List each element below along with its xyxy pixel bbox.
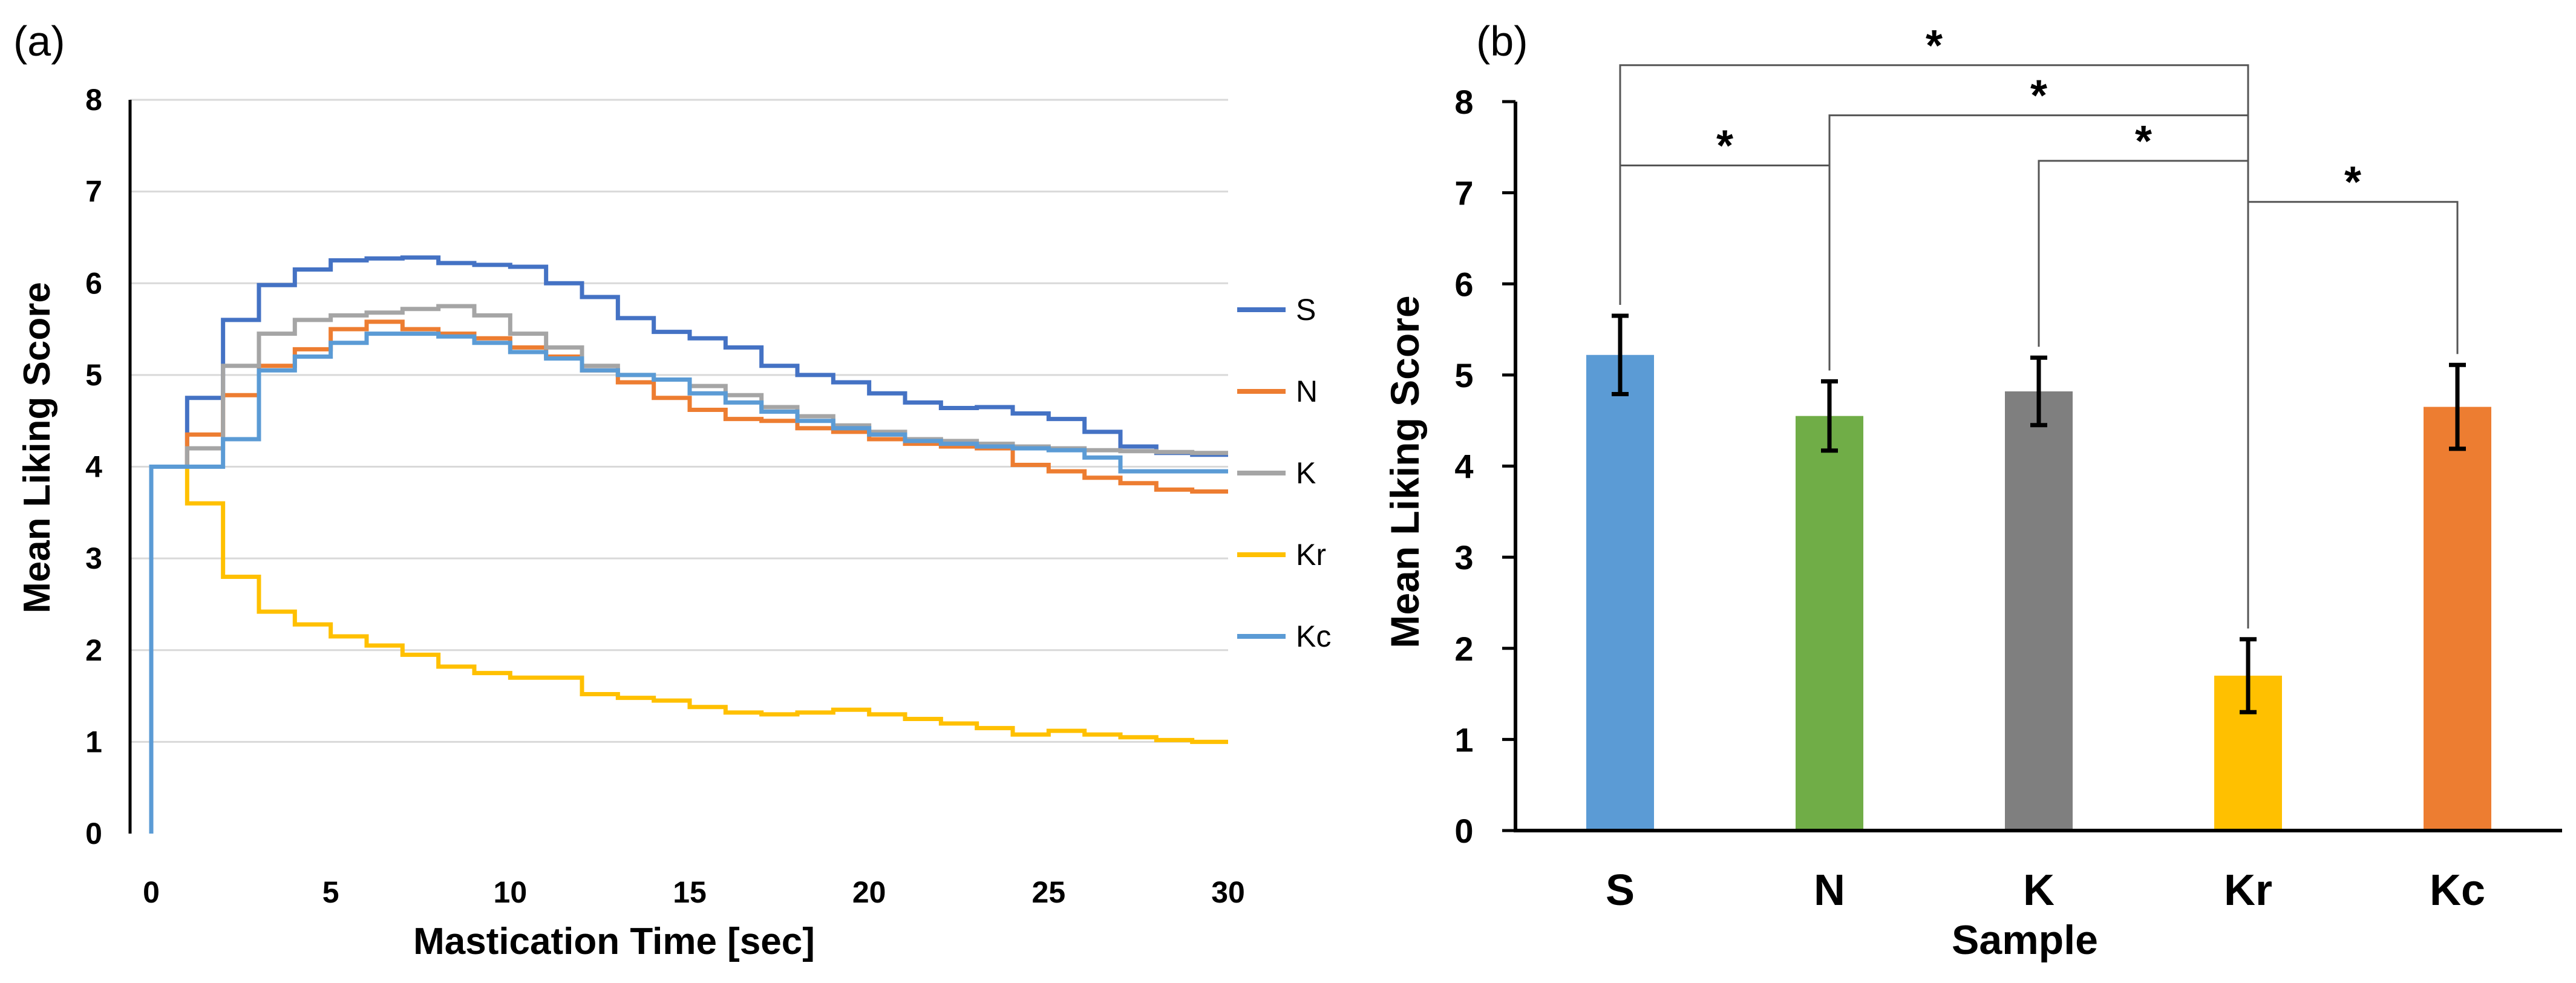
series-line-s [149,255,1228,834]
legend-label-kr: Kr [1296,538,1326,572]
y-tick-label: 1 [85,725,102,759]
y-axis-title: Mean Liking Score [16,282,58,613]
significance-star: * [2135,117,2152,166]
y-tick-label: 3 [1454,538,1473,576]
significance-bracket [2247,201,2459,629]
significance-star: * [2344,158,2361,207]
y-tick-label: 0 [1454,812,1473,850]
bar-chart: 0 1 2 3 4 5 6 7 8 S N K Kr Kc * * * * * [1454,22,2562,915]
x-tick-label: 30 [1211,875,1245,909]
series-line-kr [149,465,1228,834]
y-tick-label: 4 [1454,448,1473,486]
y-axis-title: Mean Liking Score [1382,295,1427,648]
series-line-n [149,319,1228,834]
y-tick-label: 8 [85,83,102,117]
y-tick-label: 7 [85,175,102,209]
significance-star: * [2030,72,2047,120]
y-tick-label: 6 [85,266,102,300]
category-label-k: K [2023,866,2055,915]
legend-label-s: S [1296,293,1316,327]
y-tick-label: 0 [85,817,102,851]
category-label-kc: Kc [2430,866,2485,915]
significance-bracket [1619,64,2249,629]
x-tick-label: 10 [494,875,528,909]
y-tick-label: 8 [1454,83,1473,121]
significance-star: * [1716,122,1733,170]
legend-label-kc: Kc [1296,619,1331,653]
y-tick-label: 6 [1454,265,1473,303]
x-tick-label: 20 [852,875,886,909]
y-tick-label: 7 [1454,174,1473,212]
category-label-s: S [1606,866,1635,915]
bar-kc [2424,407,2491,831]
bar-k [2005,391,2073,831]
bar-n [1796,416,1863,831]
significance-star: * [1926,22,1943,70]
legend-label-k: K [1296,456,1316,490]
category-label-n: N [1814,866,1845,915]
x-tick-label: 15 [673,875,707,909]
legend-label-n: N [1296,374,1318,408]
y-tick-label: 3 [85,541,102,575]
x-tick-label: 25 [1032,875,1066,909]
y-tick-label: 5 [85,358,102,392]
y-tick-label: 2 [1454,630,1473,668]
x-axis-title: Sample [1952,917,2098,963]
panel-a-label: (a) [13,18,65,65]
y-tick-label: 2 [85,633,102,667]
bar-s [1586,354,1654,831]
panel-b-label: (b) [1476,18,1528,65]
category-label-kr: Kr [2224,866,2272,915]
x-axis-title: Mastication Time [sec] [413,921,815,962]
y-tick-label: 1 [1454,720,1473,759]
x-tick-label: 0 [143,875,160,909]
series-line-kc [149,331,1228,834]
x-tick-label: 5 [322,875,339,909]
y-tick-label: 5 [1454,356,1473,394]
y-tick-label: 4 [85,450,102,484]
line-chart: 0 1 2 3 4 5 6 7 8 0 5 10 15 20 25 30 S N K Kr Kc [85,83,1331,909]
significance-bracket [1619,164,1831,371]
